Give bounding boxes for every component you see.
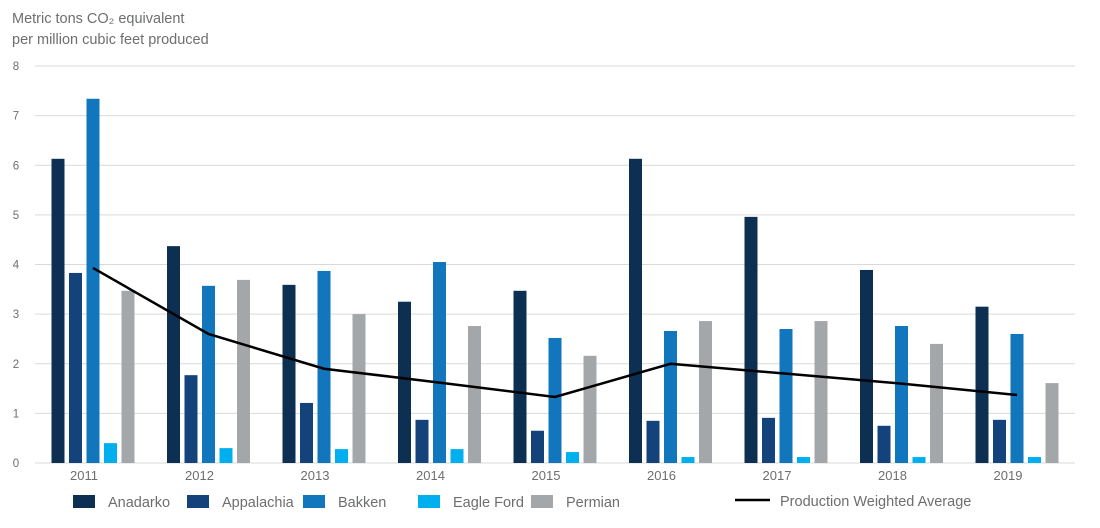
bar-anadarko: [167, 246, 180, 463]
y-tick-label: 6: [13, 160, 19, 172]
bar-permian: [352, 314, 366, 463]
x-tick-label: 2017: [763, 468, 792, 483]
bar-bakken: [664, 330, 677, 463]
legend-label: Permian: [566, 495, 620, 511]
bar-anadarko: [51, 158, 65, 463]
y-tick-label: 0: [13, 458, 19, 470]
bar-permian: [237, 279, 250, 463]
bar-appalachia: [646, 420, 660, 463]
y-axis-title-line-2: per million cubic feet produced: [12, 32, 209, 48]
bar-bakken: [548, 337, 562, 463]
legend-label: Production Weighted Average: [780, 494, 971, 510]
bar-anadarko: [513, 290, 527, 463]
bar-eagle-ford: [566, 452, 579, 463]
bar-anadarko: [975, 306, 989, 463]
bar-appalachia: [877, 425, 891, 463]
bar-eagle-ford: [681, 457, 695, 463]
y-tick-label: 1: [13, 408, 19, 420]
x-tick-label: 2018: [878, 468, 907, 483]
y-tick-label: 2: [13, 359, 19, 371]
line-production-weighted-average: [92, 266, 1018, 399]
bar-anadarko: [282, 284, 296, 463]
bar-appalachia: [993, 419, 1006, 463]
bar-appalachia: [184, 375, 198, 463]
x-tick-label: 2014: [416, 468, 445, 483]
bar-anadarko: [860, 269, 873, 463]
x-tick-label: 2015: [532, 468, 561, 483]
bar-eagle-ford: [104, 443, 117, 463]
x-tick-label: 2019: [994, 468, 1023, 483]
legend-swatch-appalachia: [187, 495, 209, 508]
y-axis-title-line-1: Metric tons CO₂ equivalent: [12, 11, 185, 27]
legend-swatch-anadarko: [73, 495, 95, 508]
y-axis-title: Metric tons CO₂ equivalent per million c…: [12, 9, 209, 51]
bar-bakken: [202, 285, 215, 463]
bar-anadarko: [398, 301, 411, 463]
bar-bakken: [895, 326, 908, 463]
bar-eagle-ford: [335, 449, 348, 463]
y-tick-label: 8: [13, 61, 19, 73]
legend-swatch-bakken: [303, 495, 325, 508]
y-tick-label: 3: [13, 309, 19, 321]
bar-bakken: [779, 329, 793, 463]
x-tick-label: 2016: [647, 468, 676, 483]
bar-anadarko: [629, 158, 642, 463]
bar-appalachia: [69, 272, 82, 463]
bar-appalachia: [415, 419, 429, 463]
bar-permian: [814, 321, 828, 463]
bar-eagle-ford: [219, 448, 233, 463]
bar-permian: [583, 355, 597, 463]
bar-bakken: [1010, 333, 1024, 463]
legend-label: Bakken: [338, 495, 386, 511]
bar-appalachia: [531, 430, 544, 463]
bar-permian: [1045, 383, 1059, 463]
bar-permian: [930, 343, 943, 463]
bar-eagle-ford: [450, 449, 464, 463]
legend-label: Anadarko: [108, 495, 170, 511]
y-tick-label: 4: [13, 260, 20, 272]
legend-swatch-eagle-ford: [418, 495, 440, 508]
y-tick-label: 7: [13, 111, 19, 123]
x-tick-label: 2011: [70, 468, 98, 483]
bar-appalachia: [300, 402, 313, 463]
legend-label: Eagle Ford: [453, 495, 524, 511]
bar-eagle-ford: [797, 457, 810, 463]
bar-bakken: [433, 262, 446, 463]
bar-permian: [699, 321, 712, 463]
bar-eagle-ford: [912, 457, 926, 463]
y-tick-label: 5: [13, 210, 19, 222]
x-tick-label: 2013: [301, 468, 330, 483]
bar-bakken: [317, 270, 331, 463]
bar-anadarko: [744, 216, 758, 463]
bar-permian: [468, 326, 481, 463]
bar-permian: [121, 290, 135, 463]
bar-appalachia: [762, 417, 775, 463]
bar-bakken: [86, 98, 100, 463]
legend-swatch-permian: [531, 495, 553, 508]
x-tick-label: 2012: [185, 468, 214, 483]
legend-label: Appalachia: [222, 495, 295, 511]
bar-eagle-ford: [1028, 457, 1041, 463]
